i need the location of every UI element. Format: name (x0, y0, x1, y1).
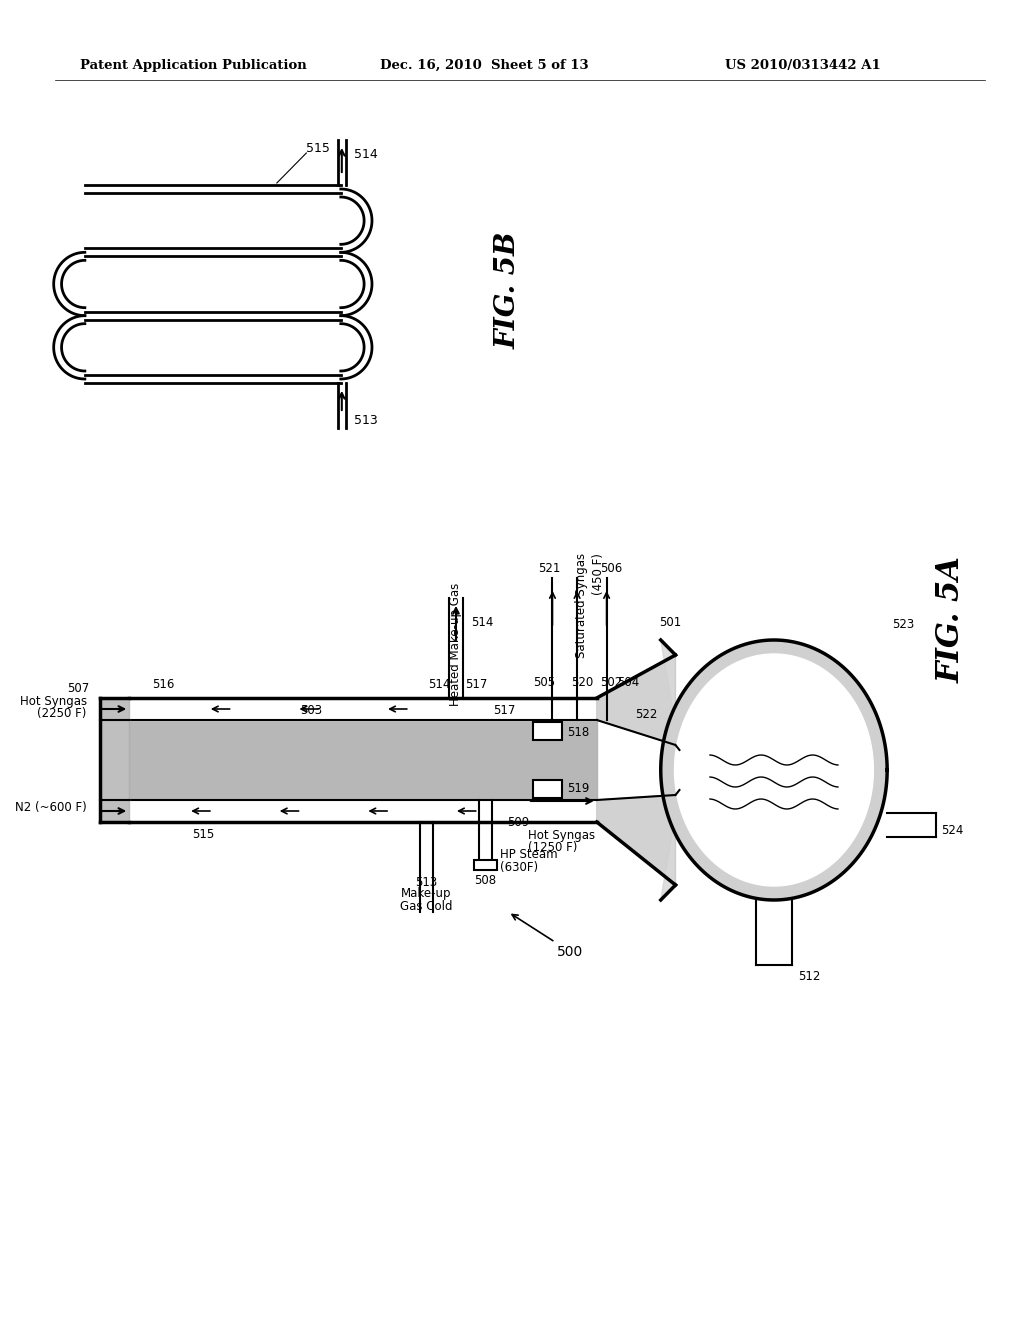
Bar (532, 780, 562, 799)
Polygon shape (660, 640, 887, 900)
Text: 518: 518 (567, 726, 590, 738)
Text: 514: 514 (471, 616, 494, 630)
Text: Dec. 16, 2010  Sheet 5 of 13: Dec. 16, 2010 Sheet 5 of 13 (380, 58, 589, 71)
Polygon shape (129, 800, 597, 822)
Bar (474, 861, 498, 870)
Text: (2250 F): (2250 F) (38, 708, 87, 721)
Text: Hot Syngas: Hot Syngas (527, 829, 595, 842)
Polygon shape (129, 698, 597, 719)
Polygon shape (597, 640, 680, 750)
Text: 501: 501 (659, 615, 682, 628)
Text: US 2010/0313442 A1: US 2010/0313442 A1 (725, 58, 881, 71)
Polygon shape (129, 719, 597, 800)
Text: 503: 503 (300, 704, 323, 717)
Polygon shape (757, 900, 792, 965)
Polygon shape (675, 653, 873, 886)
Text: FIG. 5A: FIG. 5A (936, 557, 967, 684)
Text: 517: 517 (494, 704, 516, 717)
Text: 505: 505 (534, 676, 556, 689)
Text: 512: 512 (799, 970, 821, 983)
Text: 519: 519 (567, 781, 590, 795)
Text: 523: 523 (892, 619, 914, 631)
Polygon shape (99, 698, 129, 822)
Text: 522: 522 (635, 709, 657, 722)
Text: 514: 514 (353, 149, 378, 161)
Polygon shape (597, 789, 680, 900)
Text: Make-up: Make-up (401, 887, 452, 900)
Text: Heated Make-up Gas: Heated Make-up Gas (450, 583, 463, 706)
Polygon shape (597, 795, 676, 884)
Text: 520: 520 (570, 676, 593, 689)
Text: 509: 509 (507, 816, 529, 829)
Text: Patent Application Publication: Patent Application Publication (80, 58, 306, 71)
Text: 524: 524 (941, 824, 964, 837)
Text: 514: 514 (428, 678, 451, 692)
Text: Quench Water: Quench Water (804, 763, 816, 847)
Text: 515: 515 (191, 829, 214, 842)
Bar (532, 722, 562, 741)
Text: 502: 502 (600, 676, 623, 689)
Text: 513: 513 (353, 413, 378, 426)
Text: Saturated Syngas: Saturated Syngas (575, 553, 589, 659)
Text: HP Steam: HP Steam (501, 849, 558, 862)
Text: (450 F): (450 F) (821, 784, 835, 826)
Text: 500: 500 (512, 915, 584, 960)
Text: 506: 506 (600, 561, 623, 574)
Text: 504: 504 (617, 676, 639, 689)
Text: FIG. 5B: FIG. 5B (495, 231, 521, 348)
Text: N2 (~600 F): N2 (~600 F) (15, 801, 87, 814)
Text: 511: 511 (794, 788, 816, 801)
Text: (1250 F): (1250 F) (527, 841, 578, 854)
Text: 521: 521 (539, 561, 561, 574)
Text: (630F): (630F) (501, 861, 539, 874)
Text: 510: 510 (743, 824, 765, 837)
Text: (450 F): (450 F) (592, 553, 605, 595)
Text: 516: 516 (153, 678, 175, 692)
Text: 513: 513 (416, 875, 437, 888)
Text: 508: 508 (474, 874, 497, 887)
Text: Hot Syngas: Hot Syngas (19, 696, 87, 709)
Text: 515: 515 (306, 141, 330, 154)
Polygon shape (597, 655, 676, 744)
Text: 507: 507 (68, 681, 90, 694)
Text: 517: 517 (466, 678, 487, 692)
Text: Gas Cold: Gas Cold (400, 899, 453, 912)
